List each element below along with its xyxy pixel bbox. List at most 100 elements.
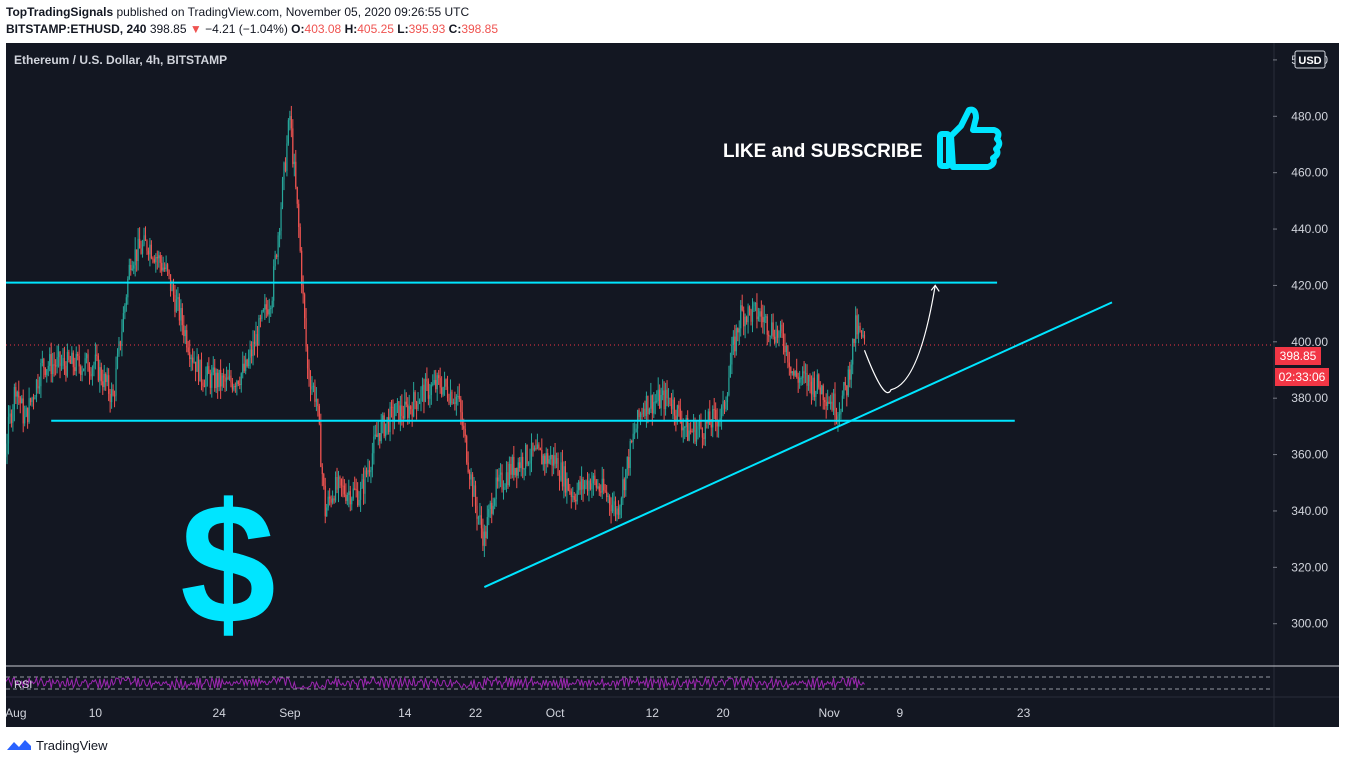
candle — [676, 404, 678, 425]
candle — [373, 425, 375, 465]
candle — [345, 483, 347, 504]
currency-badge[interactable] — [1294, 50, 1326, 69]
candle — [486, 505, 488, 540]
candle — [66, 343, 69, 378]
candle — [744, 313, 746, 339]
candle — [390, 399, 393, 418]
candle — [206, 362, 208, 387]
candle — [131, 260, 133, 272]
candle — [722, 390, 724, 417]
candle — [485, 525, 487, 547]
projection-arrowhead — [930, 284, 940, 292]
footer[interactable]: TradingView — [6, 736, 108, 754]
candle — [121, 319, 123, 357]
candle — [71, 346, 73, 365]
candle — [74, 357, 76, 376]
candle — [631, 439, 633, 444]
candle — [252, 330, 254, 366]
candle — [69, 355, 71, 364]
drawing-lines[interactable] — [0, 281, 1113, 588]
candle — [133, 261, 135, 275]
chart-title: Ethereum / U.S. Dollar, 4h, BITSTAMP — [14, 53, 227, 67]
candle — [607, 492, 609, 504]
candle — [634, 422, 636, 440]
candle — [55, 359, 57, 376]
price-tick-label: 380.00 — [1291, 391, 1328, 405]
close-label: C: — [448, 22, 462, 36]
chart-area[interactable]: 500.00480.00460.00440.00420.00400.00380.… — [0, 43, 1339, 727]
candle — [346, 492, 348, 506]
candle — [523, 467, 525, 481]
dollar-sign: $ — [180, 468, 276, 660]
candle — [197, 354, 200, 386]
publisher-name[interactable]: TopTradingSignals — [6, 5, 114, 19]
candle — [192, 348, 194, 371]
candle — [800, 376, 802, 386]
candle — [250, 341, 253, 364]
candle — [505, 461, 508, 493]
candle — [706, 420, 708, 429]
candle — [246, 358, 248, 368]
candle — [589, 478, 592, 491]
candle — [588, 473, 590, 502]
candle — [519, 457, 521, 472]
candle — [751, 298, 754, 333]
candle — [573, 491, 575, 503]
candle — [692, 413, 695, 444]
candle — [525, 443, 527, 476]
candle — [821, 384, 823, 395]
candle — [446, 375, 449, 402]
candle — [448, 393, 450, 406]
candle — [532, 442, 534, 457]
thumbs-up-icon — [937, 106, 1003, 170]
time-tick-label: Aug — [6, 706, 27, 720]
candle — [760, 300, 762, 328]
projection-path[interactable] — [863, 285, 936, 394]
candle — [558, 470, 561, 491]
candle — [264, 293, 266, 320]
published-text: published on TradingView.com, November 0… — [116, 5, 470, 19]
candle — [258, 314, 260, 346]
candle — [439, 367, 441, 394]
candle — [417, 392, 419, 412]
candle — [804, 363, 807, 384]
candle — [334, 471, 337, 503]
candle — [644, 400, 646, 419]
candle — [679, 398, 681, 424]
price-chart[interactable]: 500.00480.00460.00440.00420.00400.00380.… — [0, 43, 1339, 727]
candle — [90, 367, 92, 380]
candle — [723, 399, 726, 415]
trend-line[interactable] — [483, 301, 1113, 588]
candle — [520, 449, 522, 477]
candle — [516, 467, 518, 489]
candle — [190, 354, 192, 372]
candle — [628, 448, 630, 476]
time-tick-label: 23 — [1017, 706, 1031, 720]
candle — [155, 253, 157, 273]
candle — [164, 262, 166, 272]
candle — [850, 359, 852, 389]
candle — [280, 202, 282, 240]
candle — [402, 405, 404, 428]
candle — [248, 349, 250, 369]
candle — [91, 365, 94, 386]
candle — [298, 199, 300, 238]
candle — [72, 350, 74, 376]
candle — [109, 388, 111, 413]
candle — [134, 237, 136, 277]
candle — [93, 361, 95, 377]
candle — [149, 237, 151, 267]
open-label: O: — [291, 22, 305, 36]
candle — [576, 482, 578, 505]
candle — [315, 386, 317, 412]
candle — [511, 454, 513, 479]
candle — [772, 313, 774, 340]
candle — [336, 467, 338, 494]
candle — [175, 289, 178, 313]
candle — [84, 352, 86, 376]
currency-label: USD — [1298, 55, 1321, 67]
current-price-tag[interactable]: 398.85 02:33:06 — [1275, 347, 1329, 386]
candle — [139, 227, 141, 249]
candle — [669, 397, 671, 407]
candle — [81, 365, 83, 382]
